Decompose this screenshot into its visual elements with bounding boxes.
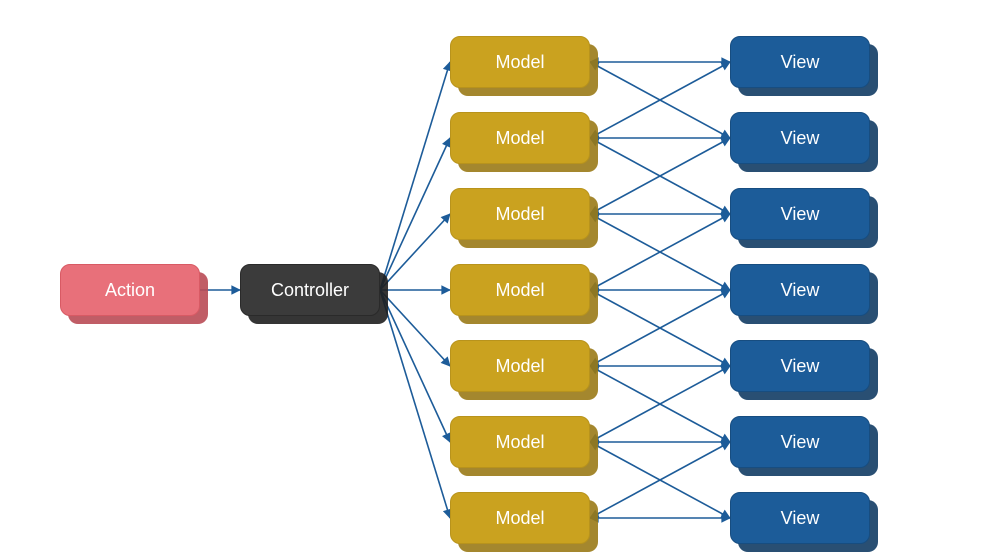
node-model6: Model	[450, 492, 590, 544]
node-action: Action	[60, 264, 200, 316]
edge-controller-model4	[380, 290, 450, 366]
node-label: Model	[495, 508, 544, 529]
edge-model0-view1	[590, 62, 730, 138]
edge-model2-view3	[590, 214, 730, 290]
node-label: Model	[495, 52, 544, 73]
node-label: View	[781, 356, 820, 377]
edge-model6-view5	[590, 442, 730, 518]
node-label: Model	[495, 356, 544, 377]
node-label: Model	[495, 280, 544, 301]
edge-model2-view1	[590, 138, 730, 214]
node-view4: View	[730, 340, 870, 392]
edge-model1-view0	[590, 62, 730, 138]
node-label: Action	[105, 280, 155, 301]
node-view0: View	[730, 36, 870, 88]
node-model0: Model	[450, 36, 590, 88]
edge-model5-view6	[590, 442, 730, 518]
edge-model4-view3	[590, 290, 730, 366]
node-label: Model	[495, 128, 544, 149]
edge-controller-model5	[380, 290, 450, 442]
node-controller: Controller	[240, 264, 380, 316]
edge-controller-model1	[380, 138, 450, 290]
node-label: View	[781, 432, 820, 453]
edge-controller-model2	[380, 214, 450, 290]
node-label: View	[781, 204, 820, 225]
node-label: View	[781, 52, 820, 73]
node-label: View	[781, 280, 820, 301]
edge-model1-view2	[590, 138, 730, 214]
node-model4: Model	[450, 340, 590, 392]
mvc-diagram: Action Controller Model Model Model Model Mode…	[0, 0, 1000, 557]
node-view2: View	[730, 188, 870, 240]
node-label: Model	[495, 204, 544, 225]
node-view3: View	[730, 264, 870, 316]
node-model2: Model	[450, 188, 590, 240]
node-model5: Model	[450, 416, 590, 468]
edge-model4-view5	[590, 366, 730, 442]
edge-model3-view4	[590, 290, 730, 366]
node-view5: View	[730, 416, 870, 468]
node-view1: View	[730, 112, 870, 164]
node-label: Model	[495, 432, 544, 453]
node-view6: View	[730, 492, 870, 544]
node-label: View	[781, 128, 820, 149]
edge-model5-view4	[590, 366, 730, 442]
node-label: View	[781, 508, 820, 529]
node-model1: Model	[450, 112, 590, 164]
edge-controller-model0	[380, 62, 450, 290]
node-label: Controller	[271, 280, 349, 301]
edge-controller-model6	[380, 290, 450, 518]
node-model3: Model	[450, 264, 590, 316]
edge-model3-view2	[590, 214, 730, 290]
